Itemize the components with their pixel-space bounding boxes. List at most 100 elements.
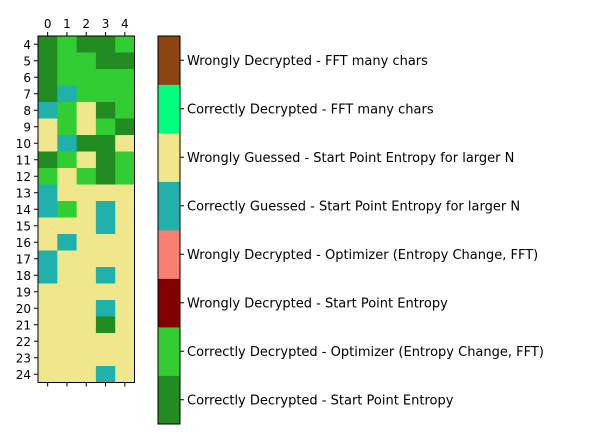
heatmap-cell <box>95 366 116 383</box>
heatmap-cell <box>57 300 77 317</box>
heatmap-cell <box>95 283 116 301</box>
heatmap-cell <box>57 333 77 350</box>
x-tick-label: 1 <box>63 17 71 31</box>
y-axis-ticks: 4 5 6 7 8 9 10 11 12 13 14 15 16 17 18 19 20 21 22 23 24 <box>16 38 38 382</box>
heatmap-cell <box>57 184 77 202</box>
heatmap-cell <box>57 283 77 301</box>
y-tick-label: 22 <box>16 335 31 349</box>
colorbar-label: Wrongly Decrypted - FFT many chars <box>187 54 428 69</box>
colorbar-segments <box>158 36 180 425</box>
heatmap-cell <box>38 366 58 383</box>
colorbar-label: Correctly Guessed - Start Point Entropy … <box>187 199 520 214</box>
y-tick-label: 13 <box>16 186 31 200</box>
colorbar-frame <box>157 35 181 425</box>
heatmap-cell <box>57 201 77 218</box>
heatmap-cell <box>115 36 135 53</box>
heatmap-cell <box>38 333 58 350</box>
heatmap-cell <box>115 135 135 152</box>
heatmap-cell <box>76 52 97 70</box>
colorbar-segment <box>158 181 180 231</box>
heatmap-cell <box>76 300 97 317</box>
heatmap-cell <box>115 102 135 119</box>
heatmap-cell <box>115 333 135 350</box>
heatmap-cell <box>115 349 135 367</box>
colorbar-segment <box>158 278 180 328</box>
heatmap-cell <box>76 316 97 334</box>
heatmap-cell <box>57 36 77 53</box>
heatmap-cell <box>95 102 116 119</box>
y-tick-label: 10 <box>16 137 31 151</box>
y-tick-label: 7 <box>23 87 31 101</box>
heatmap-cell <box>76 135 97 152</box>
heatmap-cell <box>76 201 97 218</box>
y-tick-label: 14 <box>16 203 31 217</box>
heatmap-cell <box>115 69 135 86</box>
y-tick-label: 15 <box>16 219 31 233</box>
heatmap-cell <box>76 85 97 103</box>
heatmap-cell <box>38 151 58 169</box>
heatmap-cell <box>95 118 116 136</box>
heatmap-cell <box>95 151 116 169</box>
y-tick-label: 5 <box>23 54 31 68</box>
heatmap-cell <box>115 300 135 317</box>
y-tick-label: 12 <box>16 170 31 184</box>
heatmap-cell <box>115 283 135 301</box>
y-tick-label: 8 <box>23 104 31 118</box>
heatmap-cell <box>57 234 77 251</box>
heatmap-cell <box>57 118 77 136</box>
heatmap-cell <box>38 201 58 218</box>
colorbar-segment <box>158 327 180 376</box>
heatmap-cell <box>115 217 135 235</box>
y-tick-label: 17 <box>16 252 31 266</box>
heatmap-cell <box>38 267 58 284</box>
heatmap-cell <box>57 85 77 103</box>
heatmap-cell <box>76 234 97 251</box>
heatmap-cell <box>57 102 77 119</box>
x-tick-label: 4 <box>121 17 129 31</box>
colorbar-label: Correctly Decrypted - FFT many chars <box>187 102 434 117</box>
y-tick-label: 19 <box>16 285 31 299</box>
colorbar-segment <box>158 36 180 85</box>
heatmap-cell <box>57 135 77 152</box>
heatmap-cell <box>38 36 58 53</box>
heatmap-cell <box>115 184 135 202</box>
heatmap-cell <box>95 300 116 317</box>
heatmap-cell <box>95 168 116 185</box>
heatmap-cell <box>76 333 97 350</box>
y-tick-label: 11 <box>16 153 31 167</box>
heatmap-cell <box>76 283 97 301</box>
y-tick-label: 18 <box>16 269 31 283</box>
heatmap-cell <box>57 349 77 367</box>
heatmap-cell <box>76 69 97 86</box>
heatmap-cell <box>38 168 58 185</box>
heatmap-cell <box>76 366 97 383</box>
y-tick-label: 23 <box>16 351 31 365</box>
heatmap-cell <box>95 135 116 152</box>
heatmap-cell <box>57 267 77 284</box>
colorbar-segment <box>158 375 180 425</box>
heatmap-cell <box>115 201 135 218</box>
heatmap-cell <box>38 349 58 367</box>
heatmap-cell <box>57 217 77 235</box>
y-tick-label: 21 <box>16 318 31 332</box>
heatmap-cell <box>76 267 97 284</box>
heatmap-cell <box>57 52 77 70</box>
x-tick-label: 3 <box>102 17 110 31</box>
heatmap-cell <box>57 366 77 383</box>
heatmap-cell <box>38 300 58 317</box>
y-tick-label: 24 <box>16 368 31 382</box>
heatmap-cells <box>38 36 135 383</box>
heatmap-cell <box>76 217 97 235</box>
x-tick-label: 0 <box>44 17 52 31</box>
heatmap-cell <box>95 333 116 350</box>
heatmap-cell <box>115 267 135 284</box>
heatmap-cell <box>115 366 135 383</box>
heatmap-cell <box>95 250 116 268</box>
colorbar-segment <box>158 230 180 279</box>
heatmap-cell <box>38 234 58 251</box>
heatmap-cell <box>95 267 116 284</box>
y-tick-label: 20 <box>16 302 31 316</box>
heatmap-cell <box>38 184 58 202</box>
colorbar-label: Wrongly Decrypted - Optimizer (Entropy C… <box>187 248 538 263</box>
